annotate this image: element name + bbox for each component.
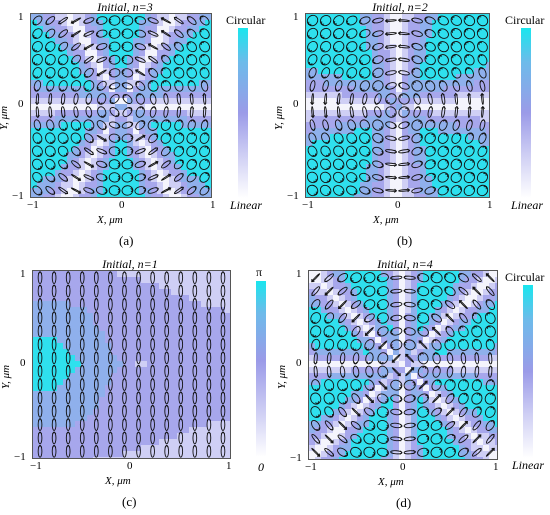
colorbar-top-label: Circular: [226, 13, 266, 27]
polarization-glyphs: [310, 272, 496, 458]
field-plot: [30, 13, 212, 198]
panel-a: Initial, n=3 1 0 −1 Y, μm −1 0 1 X, μm (…: [0, 0, 275, 255]
y-tick-bottom: −1: [287, 190, 299, 202]
y-tick-bottom: −1: [290, 452, 302, 464]
y-axis-label: Y, μm: [276, 364, 289, 390]
y-tick-top: 1: [293, 11, 299, 23]
colorbar-top-label: Circular: [505, 270, 545, 284]
panel-b: Initial, n=2 1 0 −1 Y, μm −1 0 1 X, μm (…: [273, 0, 550, 255]
polarization-glyphs: [32, 15, 210, 196]
x-tick-mid: 0: [395, 199, 401, 211]
intensity-background: [306, 14, 489, 197]
x-tick-mid: 0: [119, 199, 125, 211]
field-plot: [308, 270, 498, 460]
panel-caption: (d): [396, 495, 412, 510]
field-plot: [32, 270, 231, 459]
colorbar-bottom-label: Linear: [230, 198, 263, 212]
x-tick-left: −1: [305, 461, 317, 473]
colorbar: [256, 281, 266, 457]
x-tick-mid: 0: [127, 460, 133, 472]
y-tick-mid: 0: [20, 357, 26, 369]
field-plot: [305, 13, 490, 198]
panel-caption: (c): [122, 494, 137, 509]
colorbar-top-label: Circular: [505, 13, 545, 27]
panel-c: Initial, n=1 1 0 −1 Y, μm −1 0 1 X, μm (…: [0, 257, 275, 515]
phase-map: [33, 271, 230, 458]
y-axis-label: Y, μm: [0, 364, 13, 390]
colorbar: [238, 28, 248, 198]
colorbar-bottom-label: Linear: [511, 198, 544, 212]
panel-title: Initial, n=4: [377, 257, 433, 271]
x-tick-right: 1: [487, 199, 493, 211]
x-tick-left: −1: [27, 199, 39, 211]
y-tick-top: 1: [18, 11, 24, 23]
colorbar-bottom-label: Linear: [512, 458, 545, 472]
colorbar-bottom-label: 0: [258, 460, 264, 474]
colorbar: [521, 28, 531, 198]
polarization-map: [306, 14, 489, 197]
x-tick-right: 1: [226, 460, 232, 472]
polarization-glyphs: [306, 14, 489, 197]
x-tick-mid: 0: [400, 461, 406, 473]
intensity-background: [309, 271, 497, 459]
y-axis-label: Y, μm: [0, 105, 11, 131]
panel-title: Initial, n=3: [97, 0, 153, 14]
x-tick-left: −1: [302, 199, 314, 211]
y-tick-bottom: −1: [14, 451, 26, 463]
y-tick-mid: 0: [293, 98, 299, 110]
panel-title: Initial, n=1: [102, 257, 158, 271]
polarization-glyphs: [37, 271, 226, 458]
y-tick-mid: 0: [18, 98, 24, 110]
panel-caption: (b): [397, 233, 413, 248]
polarization-map: [309, 271, 497, 459]
x-axis-label: X, μm: [105, 475, 131, 487]
y-tick-bottom: −1: [12, 190, 24, 202]
intensity-background: [31, 14, 211, 197]
y-tick-mid: 0: [296, 357, 302, 369]
intensity-background: [33, 271, 230, 458]
x-tick-left: −1: [30, 460, 42, 472]
x-axis-label: X, μm: [378, 476, 404, 488]
x-axis-label: X, μm: [97, 214, 123, 226]
y-axis-label: Y, μm: [273, 105, 286, 131]
x-axis-label: X, μm: [373, 214, 399, 226]
colorbar: [523, 285, 533, 458]
polarization-map: [31, 14, 211, 197]
panel-d: Initial, n=4 1 0 −1 Y, μm −1 0 1 X, μm (…: [275, 257, 550, 515]
panel-caption: (a): [119, 233, 134, 248]
y-tick-top: 1: [20, 268, 26, 280]
colorbar-top-label: π: [256, 265, 263, 279]
x-tick-right: 1: [493, 461, 499, 473]
panel-title: Initial, n=2: [372, 0, 428, 14]
y-tick-top: 1: [296, 268, 302, 280]
x-tick-right: 1: [210, 199, 216, 211]
